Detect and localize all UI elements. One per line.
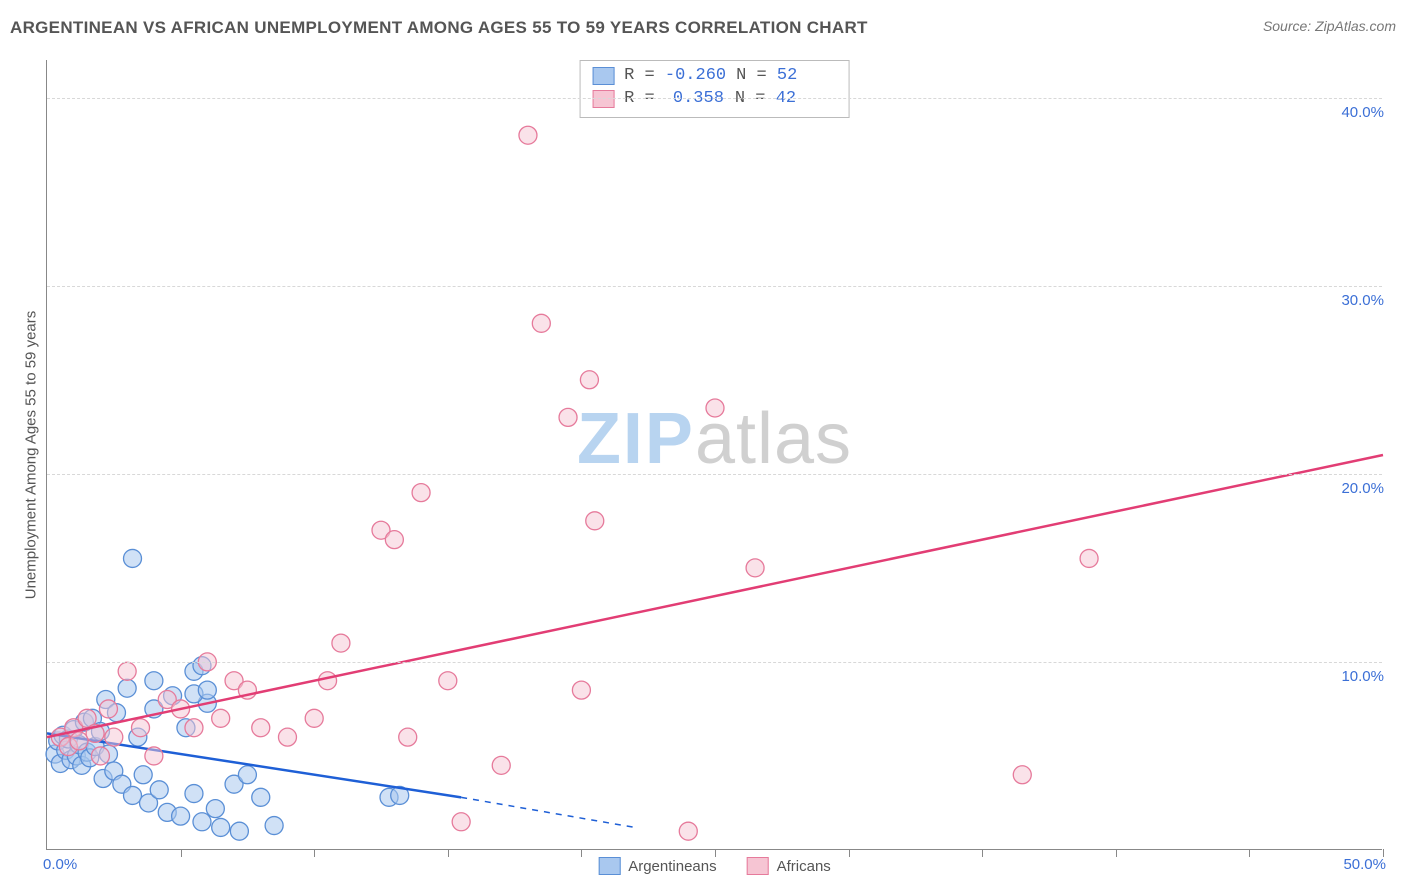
gridline <box>47 662 1382 663</box>
stats-row-argentineans: R = -0.260 N = 52 <box>592 65 837 88</box>
data-point <box>519 126 537 144</box>
data-point <box>412 484 430 502</box>
x-tick <box>448 849 449 857</box>
data-point <box>572 681 590 699</box>
y-tick-label: 10.0% <box>1341 668 1384 685</box>
y-tick-label: 20.0% <box>1341 480 1384 497</box>
r-value-africans: 0.358 <box>665 88 725 111</box>
data-point <box>132 719 150 737</box>
data-point <box>212 709 230 727</box>
chart-header: ARGENTINEAN VS AFRICAN UNEMPLOYMENT AMON… <box>10 18 1396 42</box>
data-point <box>706 399 724 417</box>
x-tick <box>849 849 850 857</box>
data-point <box>399 728 417 746</box>
data-point <box>559 408 577 426</box>
data-point <box>305 709 323 727</box>
correlation-stats-box: R = -0.260 N = 52 R = 0.358 N = 42 <box>579 60 850 118</box>
chart-title: ARGENTINEAN VS AFRICAN UNEMPLOYMENT AMON… <box>10 18 868 37</box>
regression-line <box>47 455 1383 737</box>
gridline <box>47 98 1382 99</box>
x-tick <box>1116 849 1117 857</box>
data-point <box>679 822 697 840</box>
legend-swatch-argentineans <box>598 857 620 875</box>
data-point <box>332 634 350 652</box>
y-tick-label: 30.0% <box>1341 292 1384 309</box>
data-point <box>212 818 230 836</box>
data-point <box>252 788 270 806</box>
legend-item-africans: Africans <box>747 857 831 875</box>
data-point <box>746 559 764 577</box>
data-point <box>99 700 117 718</box>
data-point <box>185 719 203 737</box>
data-point <box>230 822 248 840</box>
data-point <box>105 728 123 746</box>
data-point <box>185 785 203 803</box>
legend-label-africans: Africans <box>777 858 831 875</box>
swatch-africans <box>592 90 614 108</box>
data-point <box>124 786 142 804</box>
data-point <box>278 728 296 746</box>
x-tick <box>715 849 716 857</box>
data-point <box>91 747 109 765</box>
gridline <box>47 474 1382 475</box>
data-point <box>532 314 550 332</box>
data-point <box>1080 549 1098 567</box>
data-point <box>439 672 457 690</box>
data-point <box>492 756 510 774</box>
data-point <box>134 766 152 784</box>
data-point <box>1013 766 1031 784</box>
r-value-argentineans: -0.260 <box>665 65 726 88</box>
legend-label-argentineans: Argentineans <box>628 858 716 875</box>
data-point <box>385 531 403 549</box>
data-point <box>580 371 598 389</box>
data-point <box>206 800 224 818</box>
y-tick-label: 40.0% <box>1341 104 1384 121</box>
data-point <box>193 813 211 831</box>
swatch-argentineans <box>592 67 614 85</box>
x-end-label: 50.0% <box>1343 856 1386 873</box>
data-point <box>265 817 283 835</box>
data-point <box>118 662 136 680</box>
legend: Argentineans Africans <box>598 857 831 875</box>
chart-plot-area: ZIPatlas Unemployment Among Ages 55 to 5… <box>46 60 1382 850</box>
data-point <box>172 807 190 825</box>
x-tick <box>1249 849 1250 857</box>
regression-line-extrapolated <box>461 797 635 827</box>
data-point <box>124 549 142 567</box>
data-point <box>70 732 88 750</box>
data-point <box>452 813 470 831</box>
legend-item-argentineans: Argentineans <box>598 857 716 875</box>
x-tick <box>314 849 315 857</box>
x-origin-label: 0.0% <box>43 856 77 873</box>
n-value-argentineans: 52 <box>777 65 837 88</box>
data-point <box>252 719 270 737</box>
data-point <box>118 679 136 697</box>
data-point <box>586 512 604 530</box>
stats-row-africans: R = 0.358 N = 42 <box>592 88 837 111</box>
n-value-africans: 42 <box>776 88 836 111</box>
source-attribution: Source: ZipAtlas.com <box>1263 18 1396 34</box>
data-point <box>238 766 256 784</box>
data-point <box>145 747 163 765</box>
y-axis-label: Unemployment Among Ages 55 to 59 years <box>23 310 40 599</box>
gridline <box>47 286 1382 287</box>
data-point <box>150 781 168 799</box>
x-tick <box>581 849 582 857</box>
x-tick <box>181 849 182 857</box>
x-tick <box>982 849 983 857</box>
scatter-plot-svg <box>47 60 1382 849</box>
data-point <box>198 681 216 699</box>
legend-swatch-africans <box>747 857 769 875</box>
data-point <box>145 672 163 690</box>
data-point <box>319 672 337 690</box>
